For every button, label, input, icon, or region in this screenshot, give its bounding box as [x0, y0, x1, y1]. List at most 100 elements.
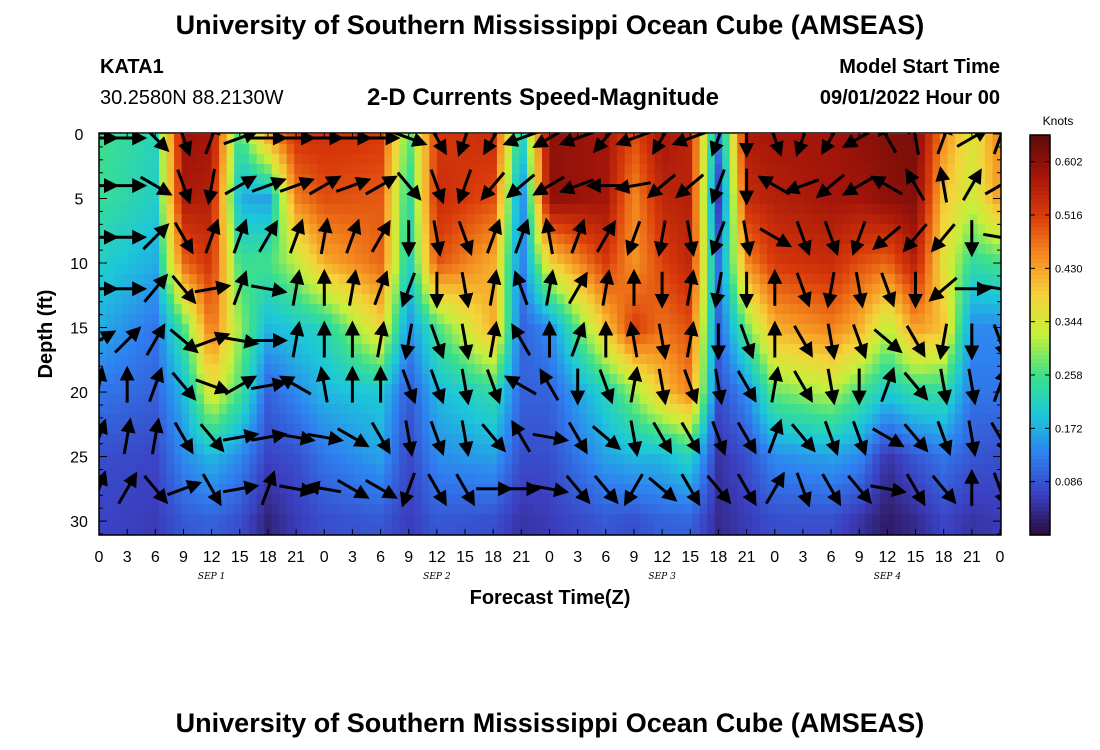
heatmap-cell [466, 414, 476, 425]
heatmap-cell [939, 204, 949, 215]
heatmap-cell [361, 164, 370, 175]
heatmap-cell [211, 174, 220, 185]
heatmap-cell [609, 424, 618, 435]
heatmap-cell [286, 274, 295, 285]
heatmap-cell [241, 424, 250, 435]
heatmap-cell [174, 394, 183, 405]
heatmap-cell [647, 294, 656, 305]
heatmap-cell [121, 164, 130, 175]
heatmap-cell [331, 264, 340, 275]
heatmap-cell [166, 154, 175, 165]
heatmap-cell [489, 444, 498, 455]
heatmap-cell [136, 144, 145, 155]
heatmap-cell [632, 314, 641, 325]
heatmap-cell [346, 454, 355, 465]
heatmap-cell [99, 234, 108, 245]
heatmap-cell [181, 354, 190, 365]
heatmap-cell [339, 424, 348, 435]
heatmap-cell [744, 514, 753, 525]
heatmap-cell [384, 194, 393, 205]
heatmap-cell [511, 434, 521, 445]
heatmap-cell [534, 494, 543, 505]
heatmap-cell [256, 484, 265, 495]
heatmap-cell [767, 524, 776, 535]
heatmap-cell [864, 414, 873, 425]
heatmap-cell [219, 154, 228, 165]
heatmap-cell [669, 164, 678, 175]
heatmap-cell [699, 374, 708, 385]
heatmap-cell [99, 294, 108, 305]
heatmap-cell [264, 364, 273, 375]
heatmap-cell [662, 284, 671, 295]
heatmap-cell [234, 374, 243, 385]
heatmap-cell [624, 234, 633, 245]
heatmap-cell [759, 184, 768, 195]
heatmap-cell [984, 334, 994, 345]
heatmap-cell [249, 404, 258, 415]
heatmap-cell [924, 174, 934, 185]
heatmap-cell [707, 404, 716, 415]
heatmap-cell [752, 264, 761, 275]
heatmap-cell [872, 394, 881, 405]
heatmap-cell [369, 374, 378, 385]
heatmap-cell [602, 354, 611, 365]
heatmap-cell [857, 204, 866, 215]
heatmap-cell [144, 304, 153, 315]
heatmap-cell [361, 294, 370, 305]
heatmap-cell [421, 354, 430, 365]
heatmap-cell [887, 314, 896, 325]
heatmap-cell [294, 364, 303, 375]
heatmap-cell [722, 434, 731, 445]
heatmap-cell [932, 214, 941, 225]
heatmap-cell [331, 224, 340, 235]
heatmap-cell [924, 444, 934, 455]
heatmap-cell [962, 314, 971, 325]
heatmap-cell [962, 524, 971, 535]
heatmap-cell [909, 444, 919, 455]
heatmap-cell [534, 324, 543, 335]
heatmap-cell [541, 204, 551, 215]
heatmap-cell [309, 274, 318, 285]
heatmap-cell [774, 394, 783, 405]
heatmap-cell [819, 244, 828, 255]
heatmap-cell [136, 424, 145, 435]
heatmap-cell [316, 414, 325, 425]
heatmap-cell [894, 524, 903, 535]
heatmap-cell [324, 524, 333, 535]
heatmap-cell [992, 244, 1001, 255]
heatmap-cell [339, 324, 348, 335]
heatmap-cell [369, 234, 378, 245]
heatmap-cell [617, 434, 626, 445]
heatmap-cell [384, 324, 393, 335]
heatmap-cell [174, 524, 183, 535]
heatmap-cell [346, 214, 355, 225]
heatmap-cell [324, 414, 333, 425]
heatmap-cell [962, 244, 971, 255]
heatmap-cell [241, 414, 250, 425]
heatmap-cell [376, 404, 385, 415]
heatmap-cell [376, 494, 385, 505]
heatmap-cell [857, 164, 866, 175]
heatmap-cell [632, 494, 641, 505]
heatmap-cell [234, 454, 243, 465]
heatmap-cell [496, 274, 506, 285]
heatmap-cell [331, 244, 340, 255]
current-arrow [740, 220, 755, 257]
heatmap-cell [241, 154, 250, 165]
heatmap-cell [129, 404, 138, 415]
heatmap-cell [902, 184, 911, 195]
heatmap-cell [534, 194, 543, 205]
heatmap-cell [752, 344, 761, 355]
heatmap-cell [879, 264, 888, 275]
heatmap-cell [526, 464, 536, 475]
heatmap-cell [526, 194, 536, 205]
heatmap-cell [196, 424, 205, 435]
heatmap-cell [602, 194, 611, 205]
heatmap-cell [782, 314, 791, 325]
heatmap-cell [744, 374, 753, 385]
heatmap-cell [316, 284, 325, 295]
heatmap-cell [549, 184, 558, 195]
heatmap-cell [947, 164, 956, 175]
heatmap-cell [902, 194, 911, 205]
heatmap-cell [541, 234, 551, 245]
